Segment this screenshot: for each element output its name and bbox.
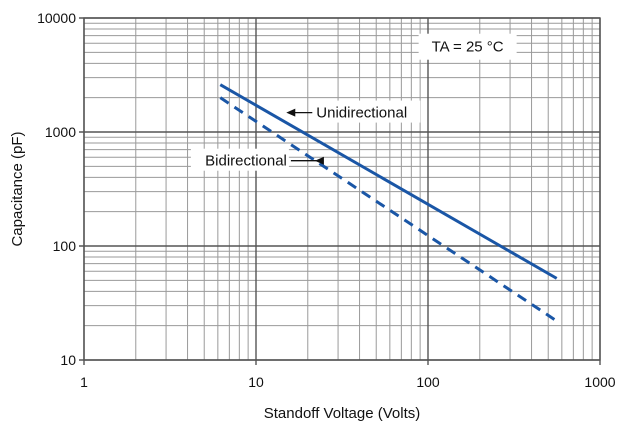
series-line-bidirectional [219, 96, 558, 323]
label-bg [314, 100, 421, 123]
x-axis-label: Standoff Voltage (Volts) [264, 405, 421, 422]
annotation-bg [418, 33, 517, 60]
annotations: TA = 25 °C Unidirectional Bidirectional [190, 33, 517, 171]
x-tick-label: 100 [416, 374, 440, 390]
y-tick-label: 10 [60, 352, 76, 368]
x-tick-label: 1000 [584, 374, 615, 390]
x-tick-labels: 1 10 100 1000 [80, 374, 616, 390]
plot-frame [83, 17, 601, 361]
label-unidirectional: Unidirectional [316, 105, 407, 122]
y-tick-label: 1000 [45, 124, 76, 140]
arrow-head-unidirectional [286, 108, 296, 117]
y-tick-label: 100 [53, 238, 77, 254]
arrow-head-bidirectional [314, 156, 324, 165]
x-tick-label: 10 [248, 374, 264, 390]
y-tick-labels: 10 100 1000 10000 [37, 10, 76, 368]
x-tick-label: 1 [80, 374, 88, 390]
y-axis-label: Capacitance (pF) [9, 131, 26, 246]
y-tick-label: 10000 [37, 10, 76, 26]
series-line-unidirectional [219, 83, 558, 280]
label-bg [190, 148, 289, 171]
grid [79, 17, 601, 365]
label-bidirectional: Bidirectional [205, 153, 287, 170]
temperature-annotation: TA = 25 °C [432, 39, 504, 56]
series-lines [219, 83, 558, 323]
